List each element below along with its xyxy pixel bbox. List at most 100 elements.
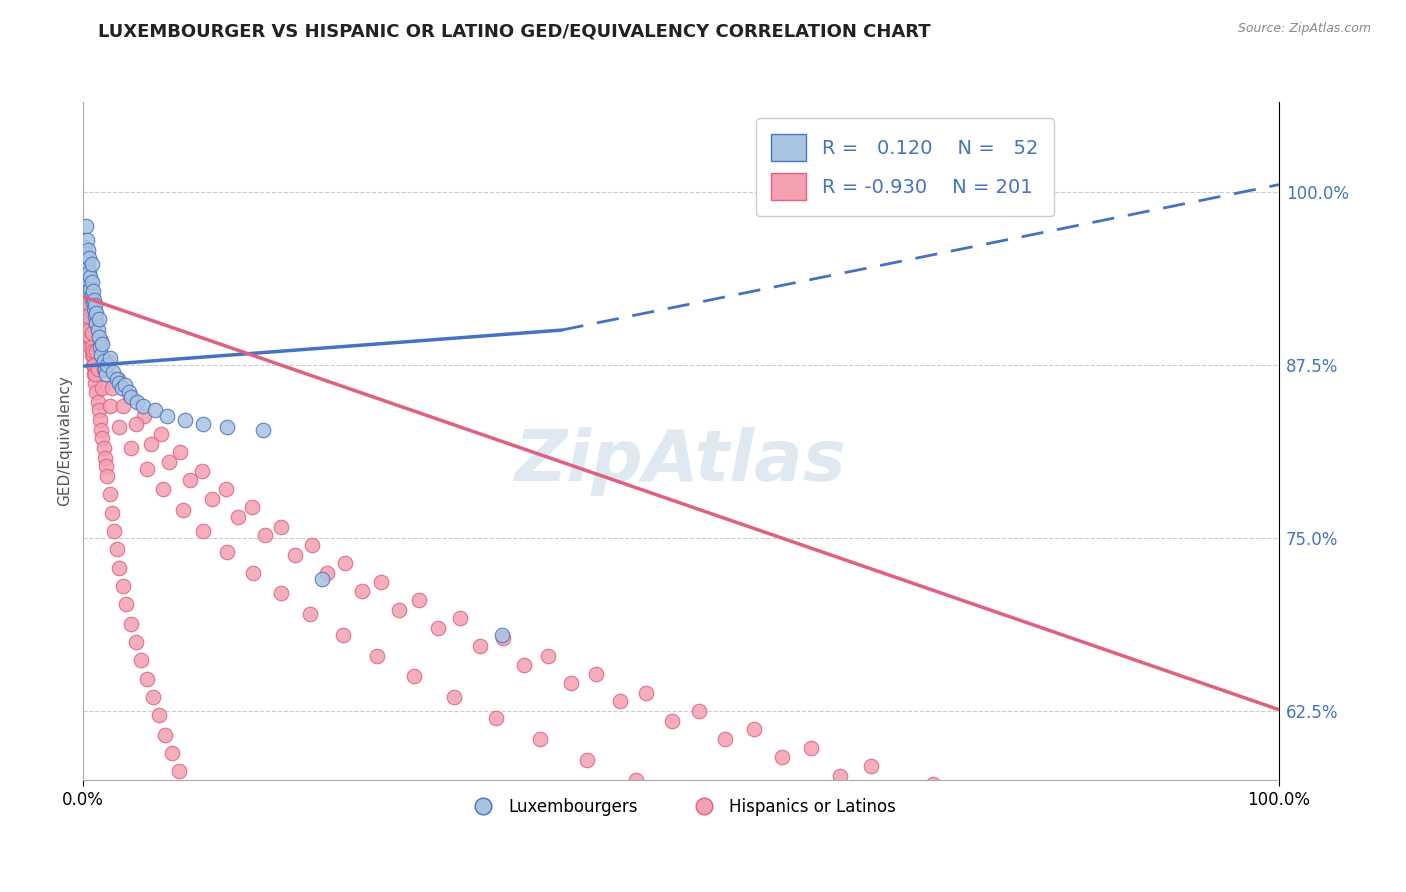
Text: Source: ZipAtlas.com: Source: ZipAtlas.com [1237,22,1371,36]
Point [890,787,912,801]
Point [492,631,515,645]
Point [214,483,236,497]
Point [83,358,105,372]
Point [94,368,117,382]
Point [77,243,100,257]
Point [688,704,710,718]
Point [87,403,110,417]
Point [179,473,201,487]
Point [636,686,658,700]
Point [77,275,100,289]
Point [101,365,124,379]
Point [105,541,128,556]
Text: LUXEMBOURGER VS HISPANIC OR LATINO GED/EQUIVALENCY CORRELATION CHART: LUXEMBOURGER VS HISPANIC OR LATINO GED/E… [98,22,931,40]
Point [172,503,194,517]
Point [470,639,492,653]
Point [491,628,513,642]
Point [922,777,945,791]
Point [108,420,131,434]
Point [152,483,174,497]
Point [253,528,276,542]
Point [89,413,111,427]
Point [77,323,100,337]
Point [75,219,97,234]
Point [86,306,108,320]
Point [242,566,264,580]
Point [987,797,1010,811]
Point [770,749,793,764]
Point [80,288,103,302]
Point [560,676,582,690]
Point [350,583,373,598]
Point [143,403,166,417]
Point [77,313,100,327]
Point [427,621,450,635]
Point [82,295,104,310]
Point [93,441,115,455]
Point [575,752,598,766]
Point [77,268,100,282]
Point [80,340,103,354]
Point [111,579,134,593]
Point [150,427,173,442]
Point [80,326,103,340]
Point [79,270,101,285]
Point [96,358,118,372]
Point [93,362,115,376]
Point [91,381,114,395]
Point [222,874,245,888]
Point [404,669,426,683]
Point [316,566,339,580]
Point [91,337,114,351]
Point [370,575,392,590]
Point [132,399,155,413]
Point [84,316,107,330]
Point [953,805,976,819]
Point [101,506,124,520]
Point [107,371,129,385]
Point [624,773,647,788]
Point [585,666,607,681]
Point [125,417,148,432]
Point [94,458,117,473]
Point [79,330,101,344]
Point [76,306,98,320]
Point [76,316,98,330]
Point [84,298,107,312]
Legend: Luxembourgers, Hispanics or Latinos: Luxembourgers, Hispanics or Latinos [460,791,903,823]
Point [800,741,823,756]
Point [110,381,132,395]
Point [125,634,148,648]
Point [80,348,103,362]
Point [191,524,214,538]
Point [86,362,108,376]
Point [860,759,883,773]
Point [193,819,215,833]
Y-axis label: GED/Equivalency: GED/Equivalency [58,376,72,507]
Point [529,731,551,746]
Point [90,348,112,362]
Point [1157,861,1180,875]
Point [90,423,112,437]
Point [73,295,96,310]
Point [115,598,138,612]
Point [135,672,157,686]
Point [84,376,107,390]
Point [73,240,96,254]
Point [108,561,131,575]
Point [114,378,136,392]
Point [94,362,117,376]
Point [86,316,108,330]
Point [449,611,471,625]
Point [75,310,97,324]
Point [98,351,121,365]
Point [76,281,98,295]
Point [86,323,108,337]
Point [87,312,110,326]
Point [730,814,752,829]
Point [184,801,207,815]
Point [333,556,356,570]
Point [83,302,105,317]
Point [77,265,100,279]
Point [142,690,165,705]
